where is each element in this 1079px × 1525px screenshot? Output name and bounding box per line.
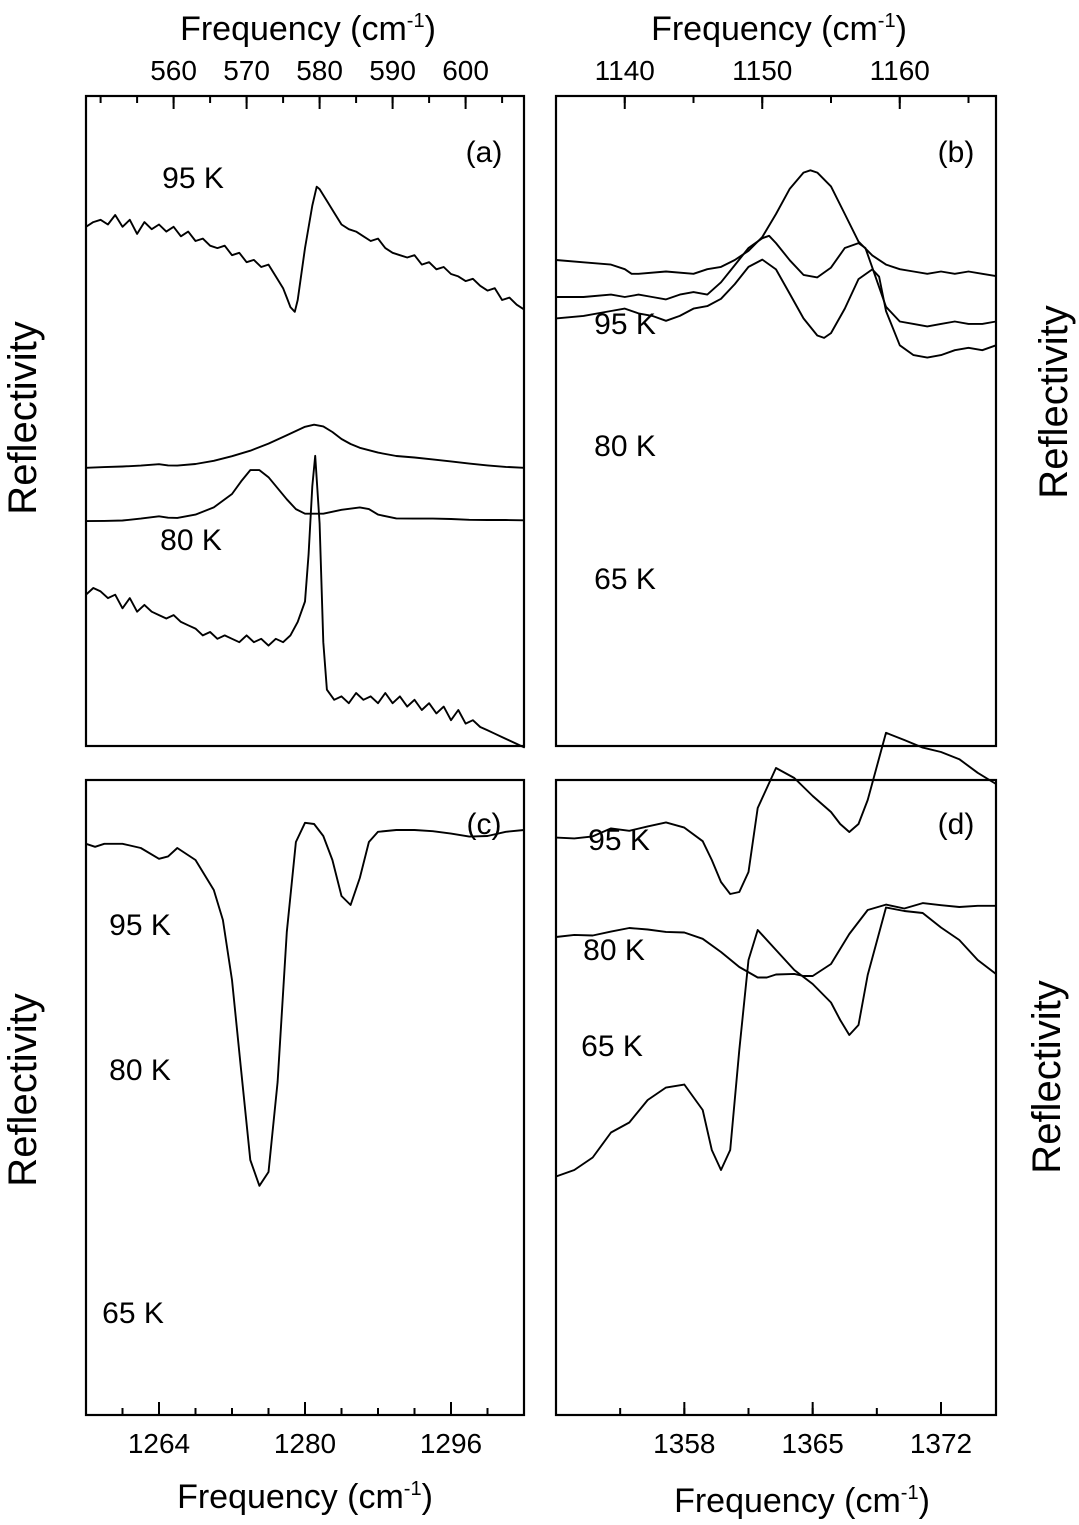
y-axis-label-a: Reflectivity: [1, 321, 45, 514]
x-tick-label: 570: [223, 55, 270, 86]
panel-tag: (c): [467, 808, 502, 841]
panel-c: 1264 1280 1296 95 K 80 K 65 K (c): [84, 423, 526, 1459]
series-label: 95 K: [109, 909, 171, 942]
x-tick-label: 1296: [420, 1428, 482, 1459]
plot-frame: [84, 94, 526, 748]
panel-tag: (d): [938, 808, 975, 841]
series-line-80k: [85, 469, 525, 523]
series-label: 65 K: [581, 1030, 643, 1063]
panel-b: 1140 1150 1160 95 K 80 K 65 K (b): [554, 55, 998, 748]
x-tick-label: 580: [296, 55, 343, 86]
series-line-95k: [85, 185, 525, 313]
series-line-80k: [555, 731, 997, 895]
x-tick-label: 1280: [274, 1428, 336, 1459]
series-line-95k: [85, 423, 525, 469]
series-line-95k: [555, 169, 997, 278]
plot-frame: [554, 778, 998, 1417]
top-right-axis-title: Frequency (cm-1): [651, 10, 907, 48]
series-label: 80 K: [109, 1054, 171, 1087]
series-label: 65 K: [594, 563, 656, 596]
bottom-right-axis-title: Frequency (cm-1): [674, 1482, 930, 1520]
x-tick-label: 600: [442, 55, 489, 86]
series-label: 95 K: [594, 308, 656, 341]
series-line-80k: [85, 454, 525, 749]
x-tick-label: 1358: [653, 1428, 715, 1459]
series-label: 80 K: [594, 430, 656, 463]
panel-tag: (a): [466, 136, 503, 169]
y-axis-label-c: Reflectivity: [1, 993, 45, 1186]
plot-frame: [554, 94, 998, 748]
x-tick-label: 590: [369, 55, 416, 86]
x-tick-label: 1264: [128, 1428, 190, 1459]
series-label: 80 K: [583, 934, 645, 967]
y-axis-label-d: Reflectivity: [1025, 980, 1069, 1173]
series-line-80k: [555, 234, 997, 328]
series-line-65k: [85, 821, 525, 1187]
series-label: 65 K: [102, 1297, 164, 1330]
x-tick-label: 1160: [870, 55, 930, 86]
x-tick-label: 1140: [595, 55, 655, 86]
series-line-65k: [555, 258, 997, 359]
top-left-axis-title: Frequency (cm-1): [180, 10, 436, 48]
panel-tag: (b): [938, 136, 975, 169]
series-label: 80 K: [160, 524, 222, 557]
x-tick-label: 1365: [782, 1428, 844, 1459]
series-line-65k: [555, 906, 997, 1178]
series-line-95k: [555, 902, 997, 979]
x-tick-label: 1372: [910, 1428, 972, 1459]
bottom-left-axis-title: Frequency (cm-1): [177, 1478, 433, 1516]
x-tick-label: 560: [150, 55, 197, 86]
y-axis-label-b: Reflectivity: [1032, 305, 1076, 498]
x-tick-label: 1150: [732, 55, 792, 86]
series-label: 95 K: [162, 162, 224, 195]
panel-a: 560 570 580 590 600 95 K 80 K (a): [84, 55, 526, 749]
